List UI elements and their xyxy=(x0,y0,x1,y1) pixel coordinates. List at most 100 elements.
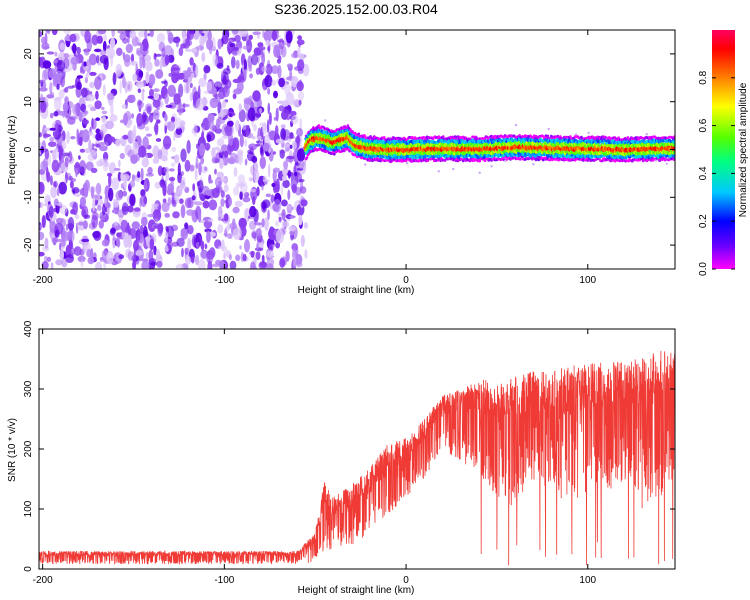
spectrogram-noise-blob xyxy=(217,112,226,118)
spectrogram-noise-blob xyxy=(116,236,120,247)
spectrogram-noise-blob xyxy=(147,166,153,175)
spectrogram-signal-point xyxy=(546,134,550,138)
spectrogram-noise-blob xyxy=(250,261,256,269)
spectrogram-noise-blob xyxy=(271,183,276,187)
spectrogram-noise-blob xyxy=(253,162,259,170)
spectrogram-noise-blob xyxy=(41,215,46,228)
spectrogram-noise-blob xyxy=(267,102,271,115)
spectrogram-noise-blob xyxy=(135,249,144,256)
spectrogram-noise-blob xyxy=(82,89,91,96)
spectrogram-noise-blob xyxy=(125,226,130,234)
spectrogram-noise-blob xyxy=(192,62,196,73)
spectrogram-noise-blob xyxy=(260,146,264,155)
spectrogram-noise-blob xyxy=(256,136,262,140)
spectrogram-noise-blob xyxy=(46,30,51,35)
spectrogram-noise-blob xyxy=(153,88,160,93)
spectrogram-noise-blob xyxy=(127,30,130,44)
spectrogram-noise-blob xyxy=(129,30,137,40)
spectrogram-noise-blob xyxy=(45,96,49,103)
spectrogram-signal-outlier xyxy=(364,163,367,166)
spectrogram-noise-blob xyxy=(104,197,107,205)
spectrogram-noise-blob xyxy=(75,168,78,178)
spectrogram-noise-blob xyxy=(252,196,256,205)
spectrogram-noise-blob xyxy=(60,75,65,88)
spectrogram-noise-blob xyxy=(273,199,282,213)
spectrogram-noise-blob xyxy=(237,174,245,184)
spectrogram-noise-blob xyxy=(239,30,249,37)
spectrogram-noise-blob xyxy=(265,193,272,198)
spectrogram-noise-blob xyxy=(49,136,55,142)
spectrogram-noise-blob xyxy=(261,123,268,135)
spectrogram-noise-blob xyxy=(146,105,152,115)
spectrogram-noise-blob xyxy=(113,167,121,171)
spectrogram-noise-blob xyxy=(112,198,119,208)
spectrogram-noise-blob xyxy=(281,199,288,207)
spectrogram-noise-blob xyxy=(296,81,304,92)
spectrogram-noise-blob xyxy=(167,84,176,97)
spectrogram-noise-blob xyxy=(106,92,115,101)
spectrogram-noise-blob xyxy=(251,136,256,140)
spectrogram-x-tick-label: 100 xyxy=(579,275,596,286)
spectrogram-noise-blob xyxy=(147,33,150,37)
spectrogram-noise-blob xyxy=(165,104,173,109)
spectrogram-signal-outlier xyxy=(587,131,590,134)
spectrogram-y-tick-label: -20 xyxy=(23,237,34,252)
spectrogram-noise-blob xyxy=(273,44,281,58)
spectrogram-noise-blob xyxy=(286,155,295,160)
spectrogram-noise-blob xyxy=(116,232,122,238)
spectrogram-noise-blob xyxy=(265,63,273,75)
spectrogram-noise-blob xyxy=(72,188,76,195)
spectrogram-noise-blob xyxy=(155,138,162,142)
spectrogram-noise-blob xyxy=(217,205,223,219)
spectrogram-noise-blob xyxy=(291,114,299,125)
spectrogram-noise-blob xyxy=(173,93,181,105)
spectrogram-noise-blob xyxy=(129,60,138,66)
spectrogram-noise-blob xyxy=(56,83,60,90)
spectrogram-noise-blob xyxy=(116,47,123,56)
spectrogram-noise-blob xyxy=(263,142,270,152)
spectrogram-noise-blob xyxy=(198,77,207,88)
spectrogram-noise-blob xyxy=(152,209,162,222)
spectrogram-noise-blob xyxy=(118,254,125,260)
spectrogram-noise-blob xyxy=(282,175,288,181)
spectrogram-noise-blob xyxy=(275,138,284,144)
spectrogram-signal-point xyxy=(383,136,386,139)
spectrogram-noise-blob xyxy=(283,160,289,170)
snr-y-tick-label: 200 xyxy=(23,440,34,457)
spectrogram-noise-blob xyxy=(250,188,256,193)
spectrogram-noise-blob xyxy=(239,191,243,200)
spectrogram-noise-blob xyxy=(248,215,251,219)
spectrogram-noise-blob xyxy=(91,211,99,221)
spectrogram-noise-blob xyxy=(105,141,109,148)
spectrogram-noise-blob xyxy=(80,260,84,268)
spectrogram-noise-blob xyxy=(184,197,192,209)
spectrogram-noise-blob xyxy=(268,243,274,253)
spectrogram-noise-blob xyxy=(52,72,58,86)
spectrogram-noise-blob xyxy=(127,251,134,261)
spectrogram-noise-blob xyxy=(255,143,261,147)
spectrogram-noise-blob xyxy=(84,214,91,219)
spectrogram-noise-blob xyxy=(144,36,148,46)
spectrogram-noise-blob xyxy=(112,72,117,86)
spectrogram-signal-point xyxy=(349,128,352,131)
spectrogram-noise-blob xyxy=(90,186,95,199)
spectrogram-noise-blob xyxy=(257,33,260,39)
spectrogram-noise-blob xyxy=(204,166,208,171)
spectrogram-noise-blob xyxy=(108,136,116,143)
spectrogram-noise-blob xyxy=(131,174,136,182)
spectrogram-noise-blob xyxy=(140,167,144,181)
spectrogram-noise-blob xyxy=(195,64,199,77)
spectrogram-noise-blob xyxy=(282,179,290,189)
spectrogram-noise-blob xyxy=(50,234,56,239)
spectrogram-signal-outlier xyxy=(490,165,493,168)
spectrogram-noise-blob xyxy=(65,254,74,263)
spectrogram-noise-blob xyxy=(51,159,60,173)
spectrogram-noise-blob xyxy=(101,249,108,261)
spectrogram-noise-blob xyxy=(99,49,107,56)
spectrogram-noise-blob xyxy=(254,222,263,226)
spectrogram-noise-blob xyxy=(131,221,140,230)
spectrogram-noise-blob xyxy=(106,205,110,216)
spectrogram-noise-blob xyxy=(237,156,242,162)
spectrogram-noise-blob xyxy=(268,112,272,125)
